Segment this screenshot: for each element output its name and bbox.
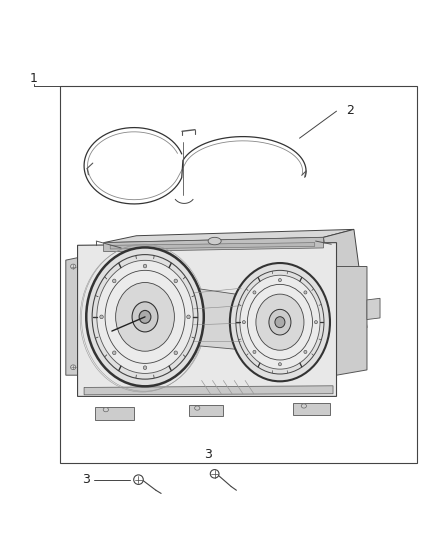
- Ellipse shape: [143, 264, 147, 268]
- Ellipse shape: [103, 408, 109, 412]
- Ellipse shape: [113, 279, 116, 283]
- Ellipse shape: [174, 351, 177, 354]
- Text: 2: 2: [346, 103, 353, 117]
- Ellipse shape: [279, 362, 282, 366]
- Ellipse shape: [113, 351, 116, 354]
- Ellipse shape: [100, 315, 103, 319]
- Text: 3: 3: [82, 473, 90, 486]
- Polygon shape: [66, 256, 86, 375]
- Bar: [293, 403, 330, 415]
- Ellipse shape: [240, 275, 320, 369]
- Polygon shape: [78, 243, 336, 397]
- Ellipse shape: [304, 291, 307, 294]
- Polygon shape: [84, 386, 333, 395]
- Polygon shape: [104, 237, 323, 252]
- Ellipse shape: [242, 320, 245, 324]
- Ellipse shape: [275, 317, 285, 328]
- Text: 3: 3: [204, 448, 212, 461]
- Ellipse shape: [194, 406, 200, 410]
- Bar: [60, 86, 417, 463]
- Ellipse shape: [116, 282, 174, 351]
- Ellipse shape: [269, 309, 291, 335]
- Polygon shape: [367, 298, 380, 319]
- Ellipse shape: [314, 320, 318, 324]
- Polygon shape: [195, 288, 240, 350]
- Ellipse shape: [253, 350, 256, 353]
- Ellipse shape: [187, 315, 190, 319]
- Polygon shape: [323, 229, 367, 333]
- Ellipse shape: [230, 263, 330, 381]
- Ellipse shape: [132, 302, 158, 332]
- Ellipse shape: [86, 247, 204, 386]
- Ellipse shape: [174, 279, 177, 283]
- Ellipse shape: [71, 365, 76, 369]
- Polygon shape: [104, 229, 354, 243]
- Ellipse shape: [208, 237, 221, 245]
- Ellipse shape: [256, 294, 304, 350]
- Ellipse shape: [301, 404, 307, 408]
- Ellipse shape: [139, 310, 151, 324]
- Ellipse shape: [97, 260, 193, 374]
- Ellipse shape: [143, 366, 147, 369]
- Polygon shape: [110, 243, 315, 249]
- Ellipse shape: [304, 350, 307, 353]
- Text: 1: 1: [30, 72, 38, 85]
- Bar: [95, 407, 134, 420]
- Polygon shape: [336, 266, 367, 375]
- Ellipse shape: [279, 279, 282, 282]
- Ellipse shape: [253, 291, 256, 294]
- Ellipse shape: [71, 264, 76, 269]
- Bar: [188, 406, 223, 416]
